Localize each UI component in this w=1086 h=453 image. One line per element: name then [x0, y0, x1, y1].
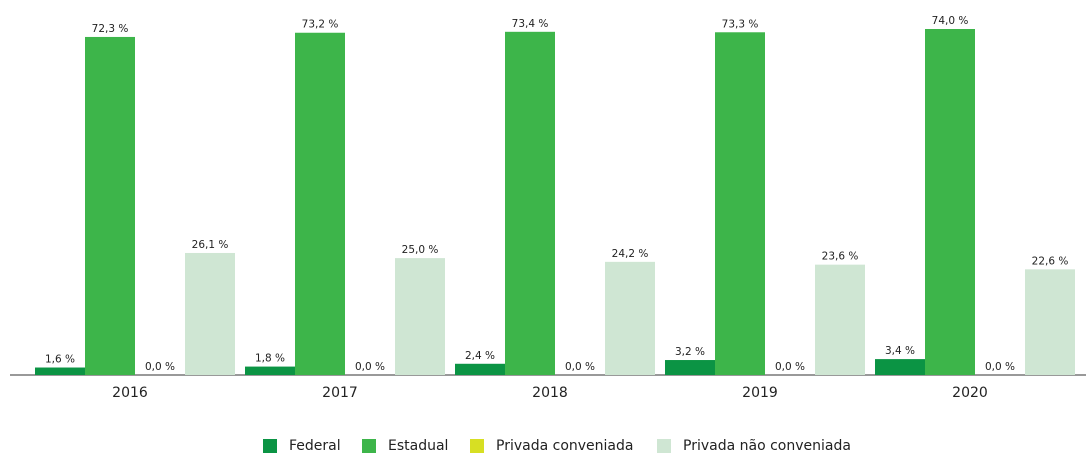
bar — [455, 363, 505, 375]
value-label: 73,2 % — [302, 19, 339, 31]
bar — [505, 31, 555, 375]
x-tick-label: 2019 — [742, 385, 778, 401]
legend-label: Estadual — [388, 438, 448, 453]
value-label: 26,1 % — [192, 239, 229, 251]
value-label: 0,0 % — [565, 361, 595, 373]
value-label: 1,8 % — [255, 353, 285, 365]
value-label: 72,3 % — [92, 23, 129, 35]
bar — [395, 258, 445, 375]
bar — [245, 366, 295, 375]
bar — [185, 252, 235, 375]
bar — [85, 36, 135, 376]
value-label: 3,2 % — [675, 346, 705, 358]
x-tick-label: 2020 — [952, 385, 988, 401]
value-label: 22,6 % — [1032, 255, 1069, 267]
bar — [665, 360, 715, 375]
value-label: 73,3 % — [722, 18, 759, 30]
bar — [925, 29, 975, 375]
bar — [35, 367, 85, 375]
value-label: 2,4 % — [465, 350, 495, 362]
x-tick-label: 2017 — [322, 385, 358, 401]
value-label: 25,0 % — [402, 244, 439, 256]
legend-swatch — [657, 439, 671, 453]
bar — [605, 261, 655, 375]
bar — [815, 264, 865, 375]
value-label: 0,0 % — [985, 361, 1015, 373]
x-tick-label: 2018 — [532, 385, 568, 401]
legend-swatch — [470, 439, 484, 453]
value-label: 74,0 % — [932, 15, 969, 27]
legend-label: Privada conveniada — [496, 438, 633, 453]
bar — [715, 32, 765, 375]
bar — [875, 359, 925, 375]
value-label: 0,0 % — [145, 361, 175, 373]
value-label: 1,6 % — [45, 354, 75, 366]
legend-label: Privada não conveniada — [683, 438, 851, 453]
legend-swatch — [263, 439, 277, 453]
value-label: 3,4 % — [885, 345, 915, 357]
bar — [1025, 269, 1075, 375]
value-label: 24,2 % — [612, 248, 649, 260]
legend-label: Federal — [289, 438, 341, 453]
value-label: 0,0 % — [775, 361, 805, 373]
bar — [295, 32, 345, 375]
value-label: 23,6 % — [822, 251, 859, 263]
legend-swatch — [362, 439, 376, 453]
value-label: 0,0 % — [355, 361, 385, 373]
value-label: 73,4 % — [512, 18, 549, 30]
x-tick-label: 2016 — [112, 385, 148, 401]
